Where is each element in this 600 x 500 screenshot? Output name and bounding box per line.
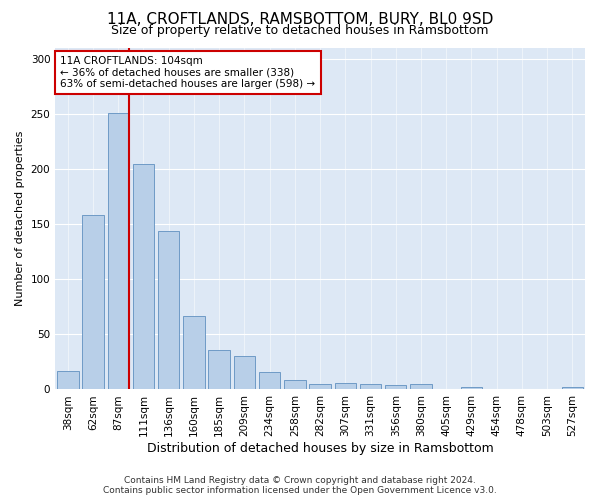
Bar xyxy=(107,112,129,390)
Bar xyxy=(82,215,104,390)
Bar xyxy=(335,383,356,390)
Bar xyxy=(461,388,482,390)
X-axis label: Distribution of detached houses by size in Ramsbottom: Distribution of detached houses by size … xyxy=(147,442,493,455)
Text: Contains HM Land Registry data © Crown copyright and database right 2024.
Contai: Contains HM Land Registry data © Crown c… xyxy=(103,476,497,495)
Bar xyxy=(410,384,432,390)
Bar xyxy=(259,372,280,390)
Bar xyxy=(158,230,179,390)
Bar xyxy=(183,316,205,390)
Text: 11A CROFTLANDS: 104sqm
← 36% of detached houses are smaller (338)
63% of semi-de: 11A CROFTLANDS: 104sqm ← 36% of detached… xyxy=(61,56,316,89)
Text: Size of property relative to detached houses in Ramsbottom: Size of property relative to detached ho… xyxy=(111,24,489,37)
Bar xyxy=(133,164,154,390)
Bar xyxy=(385,385,406,390)
Bar xyxy=(562,388,583,390)
Text: 11A, CROFTLANDS, RAMSBOTTOM, BURY, BL0 9SD: 11A, CROFTLANDS, RAMSBOTTOM, BURY, BL0 9… xyxy=(107,12,493,28)
Bar xyxy=(208,350,230,390)
Bar xyxy=(284,380,305,390)
Bar xyxy=(360,384,381,390)
Bar xyxy=(310,384,331,390)
Bar xyxy=(233,356,255,390)
Bar xyxy=(57,370,79,390)
Y-axis label: Number of detached properties: Number of detached properties xyxy=(15,131,25,306)
